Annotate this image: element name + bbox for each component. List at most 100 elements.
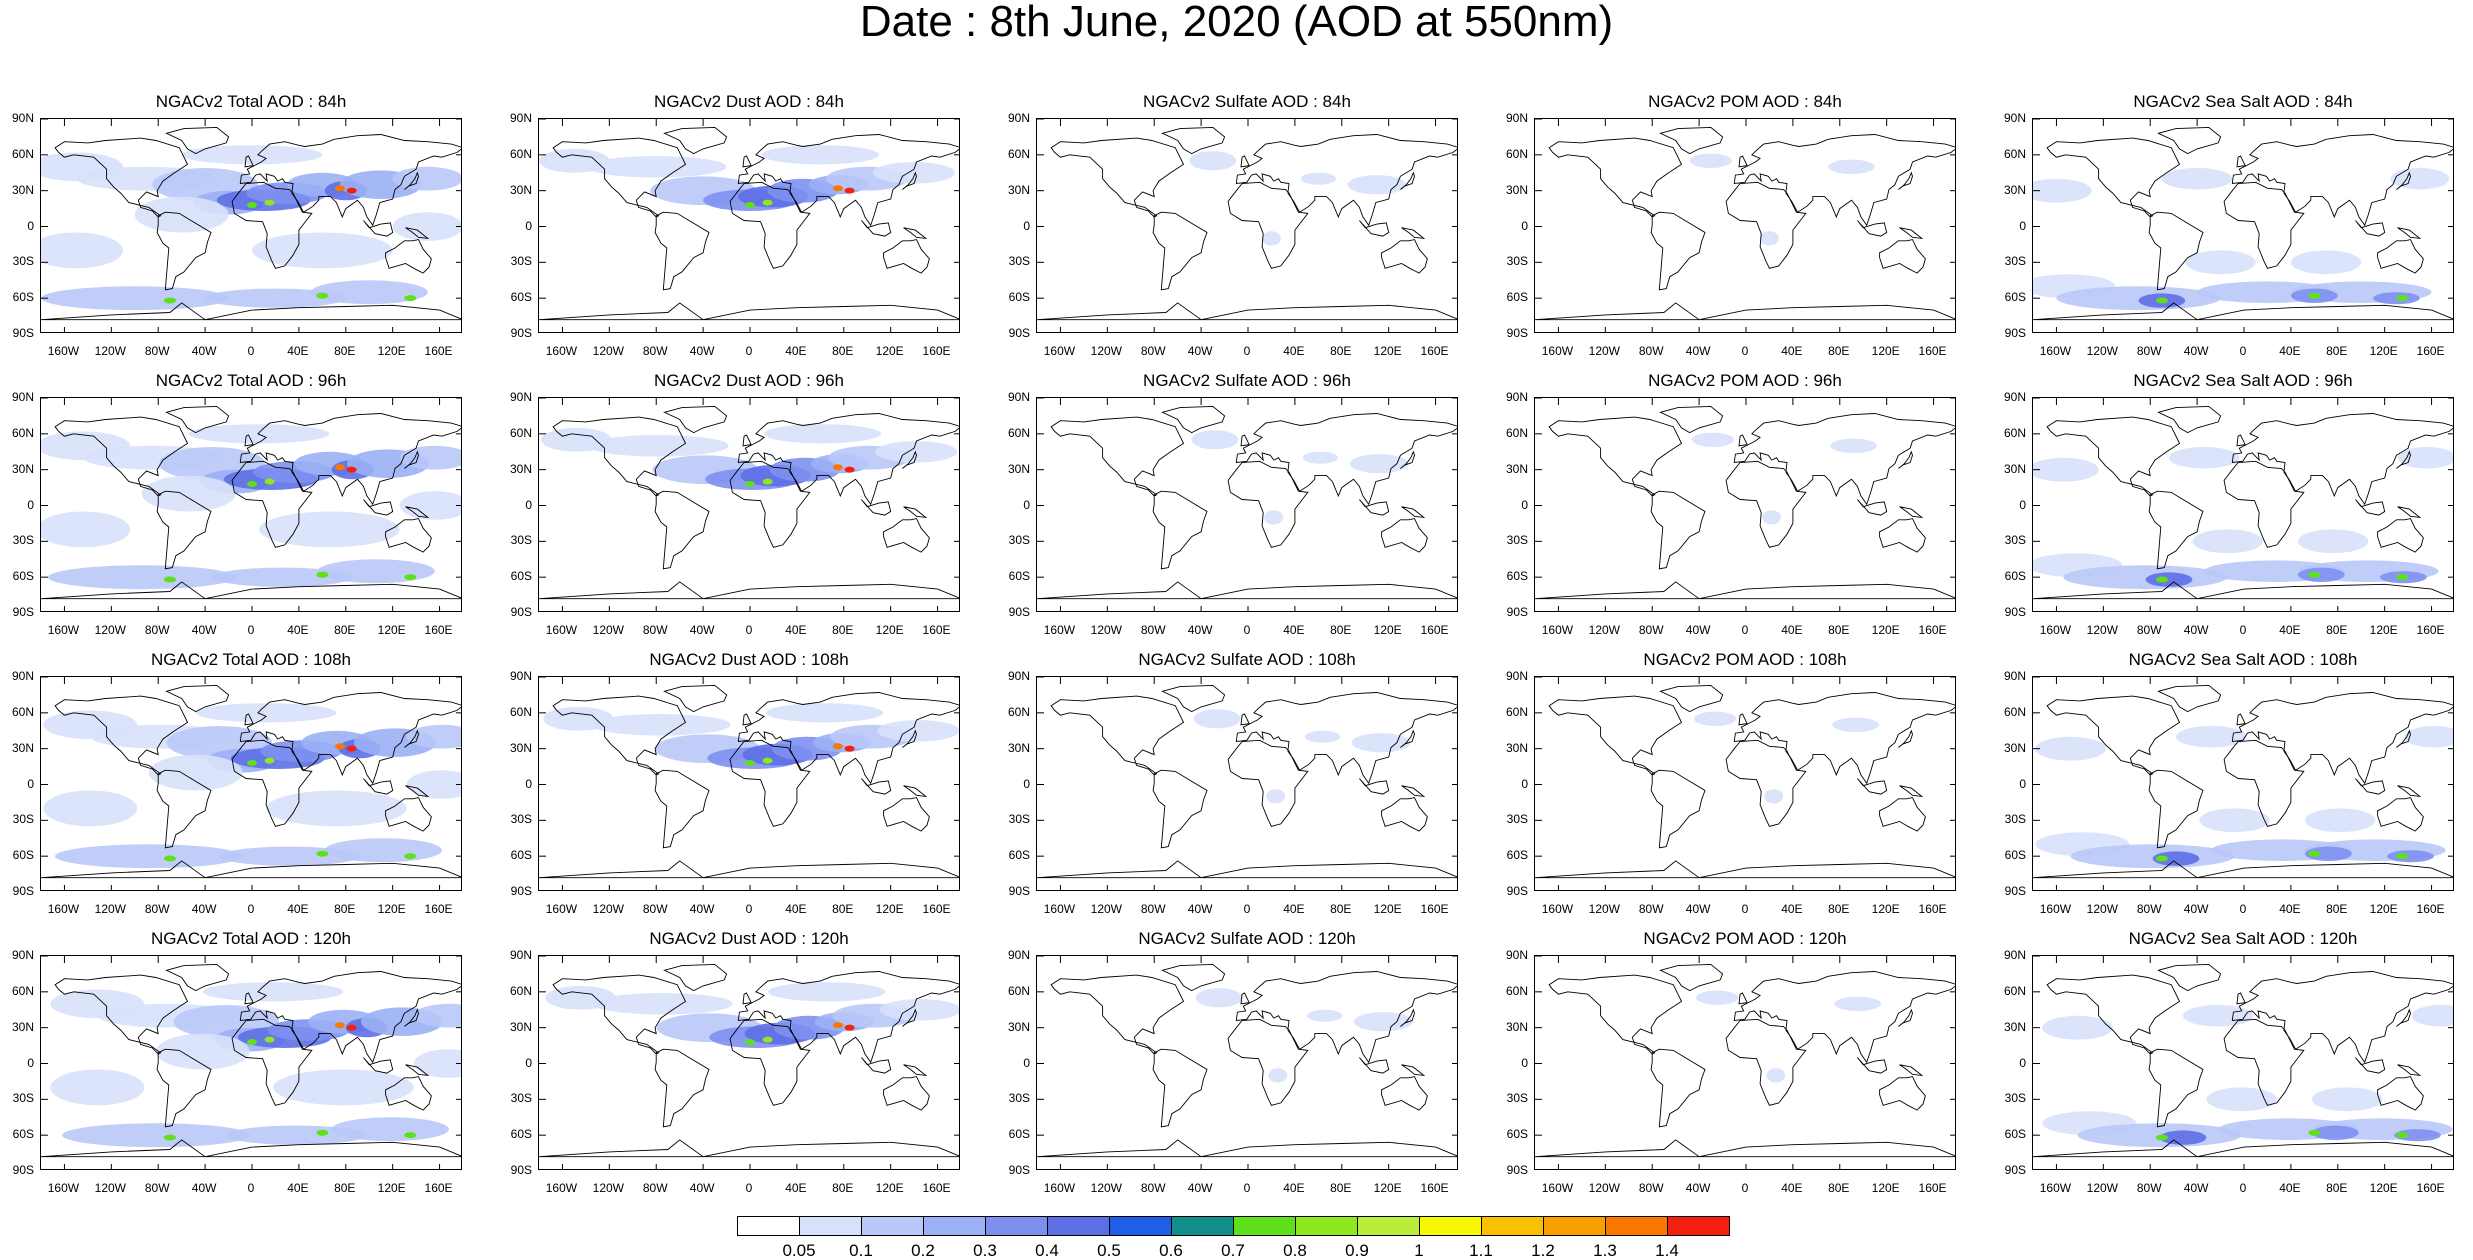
- coastline: [405, 785, 430, 798]
- coastline: [2033, 860, 2453, 879]
- coastline: [2377, 239, 2424, 274]
- aod-field-patch: [2070, 844, 2235, 869]
- lat-tick-label: 90N: [11, 948, 34, 962]
- coastline: [742, 155, 752, 168]
- coastline: [1857, 778, 1888, 795]
- coastline: [1738, 713, 1748, 726]
- lat-tick-label: 30N: [11, 740, 34, 755]
- coastline: [663, 963, 728, 992]
- lon-tick-label: 160E: [2416, 623, 2445, 637]
- coastline: [861, 1057, 892, 1074]
- panel-title: NGACv2 Dust AOD : 84h: [654, 92, 844, 111]
- lon-tick-label: 40E: [287, 1181, 309, 1195]
- lat-tick-label: 30S: [12, 1091, 34, 1106]
- map-area: [2032, 676, 2454, 891]
- lon-tick-label: 160W: [2039, 1181, 2072, 1195]
- colorbar-label: 1.3: [1593, 1241, 1617, 1260]
- panel-title: NGACv2 Sulfate AOD : 120h: [1138, 929, 1356, 948]
- lon-tick-label: 160E: [2416, 344, 2445, 358]
- lat-tick-label: 0: [2019, 497, 2026, 512]
- map-svg: [1037, 398, 1457, 611]
- lon-tick-label: 120E: [875, 344, 904, 358]
- aod-hotspot: [346, 187, 357, 194]
- coastline: [165, 684, 230, 713]
- lon-tick-label: 160W: [1541, 902, 1574, 916]
- coastline: [1879, 797, 1926, 832]
- aod-field-patch: [1349, 454, 1409, 474]
- lon-tick-label: 120E: [1373, 623, 1402, 637]
- coastline: [1548, 416, 1683, 497]
- colorbar-label: 0.2: [911, 1241, 935, 1260]
- coastline: [1733, 971, 1955, 1064]
- aod-hotspot: [844, 466, 855, 473]
- lon-tick-label: 40W: [2183, 1181, 2209, 1195]
- panel-title: NGACv2 Sulfate AOD : 96h: [1143, 371, 1351, 390]
- lon-tick-label: 40E: [287, 623, 309, 637]
- coastline: [41, 302, 461, 321]
- coastline: [902, 171, 917, 190]
- panel-title: NGACv2 Sea Salt AOD : 96h: [2133, 371, 2353, 390]
- lat-tick-label: 90N: [2003, 111, 2026, 125]
- coastline: [156, 211, 212, 291]
- coastline: [1548, 137, 1683, 218]
- lon-tick-label: 40W: [1187, 623, 1213, 637]
- coastline: [405, 506, 430, 519]
- lat-tick-label: 90S: [510, 605, 532, 619]
- coastline: [1401, 785, 1426, 798]
- lat-tick-label: 90N: [1007, 390, 1030, 404]
- lon-tick-label: 120W: [94, 1181, 126, 1195]
- aod-field-patch: [181, 145, 323, 165]
- lat-tick-label: 30S: [510, 812, 532, 827]
- coastline: [1400, 171, 1415, 190]
- aod-field-patch: [1268, 1068, 1288, 1083]
- lon-tick-label: 160E: [1420, 902, 1449, 916]
- lon-tick-label: 80E: [1828, 902, 1850, 916]
- coastline: [1381, 797, 1428, 832]
- lon-tick-label: 40E: [287, 902, 309, 916]
- lon-tick-label: 40E: [1781, 623, 1803, 637]
- map-panel: NGACv2 POM AOD : 84h 90N 60N 30N 0 30S 60S 90S 1…: [1506, 92, 1956, 357]
- lon-tick-label: 80W: [144, 344, 170, 358]
- aod-hotspot: [844, 1024, 855, 1031]
- coastline: [1161, 684, 1226, 713]
- lon-tick-label: 40W: [191, 902, 217, 916]
- colorbar-label: 1: [1414, 1241, 1424, 1260]
- aod-field-patch: [148, 754, 243, 791]
- lon-tick-label: 160E: [2416, 902, 2445, 916]
- lat-tick-label: 60S: [12, 1127, 34, 1142]
- lat-tick-label: 90S: [2004, 605, 2026, 619]
- coastline: [1401, 227, 1426, 240]
- aod-field-patch: [1691, 432, 1734, 447]
- coastline: [1738, 155, 1748, 168]
- lon-tick-label: 160W: [2039, 344, 2072, 358]
- aod-field-patch: [399, 445, 461, 470]
- aod-field-patch: [317, 559, 435, 584]
- lon-tick-label: 160W: [1043, 902, 1076, 916]
- lon-tick-label: 160E: [1918, 902, 1947, 916]
- coastline: [2396, 1008, 2411, 1027]
- map-svg: [539, 956, 959, 1169]
- lon-tick-label: 0: [1741, 623, 1749, 637]
- lon-tick-label: 80W: [1638, 623, 1664, 637]
- lat-tick-label: 90S: [1008, 326, 1030, 340]
- aod-field-patch: [2183, 1004, 2254, 1027]
- aod-field-patch: [1764, 789, 1784, 804]
- lon-tick-label: 160W: [47, 902, 80, 916]
- aod-hotspot: [264, 1036, 275, 1043]
- lat-tick-label: 30S: [510, 1091, 532, 1106]
- coastline: [1898, 450, 1913, 469]
- coastline: [903, 227, 928, 240]
- colorbar-label: 1.4: [1655, 1241, 1679, 1260]
- lon-tick-label: 160E: [424, 344, 453, 358]
- aod-field-patch: [2033, 178, 2092, 203]
- coastline: [156, 490, 212, 570]
- lon-tick-label: 80E: [832, 1181, 854, 1195]
- coastline: [41, 581, 461, 600]
- coastline: [1050, 695, 1185, 776]
- lat-tick-label: 30N: [1505, 461, 1528, 476]
- lon-tick-label: 120E: [1871, 1181, 1900, 1195]
- coastline: [1401, 506, 1426, 519]
- coastline: [1733, 134, 1955, 227]
- lon-tick-label: 120E: [377, 344, 406, 358]
- aod-field-patch: [761, 145, 879, 165]
